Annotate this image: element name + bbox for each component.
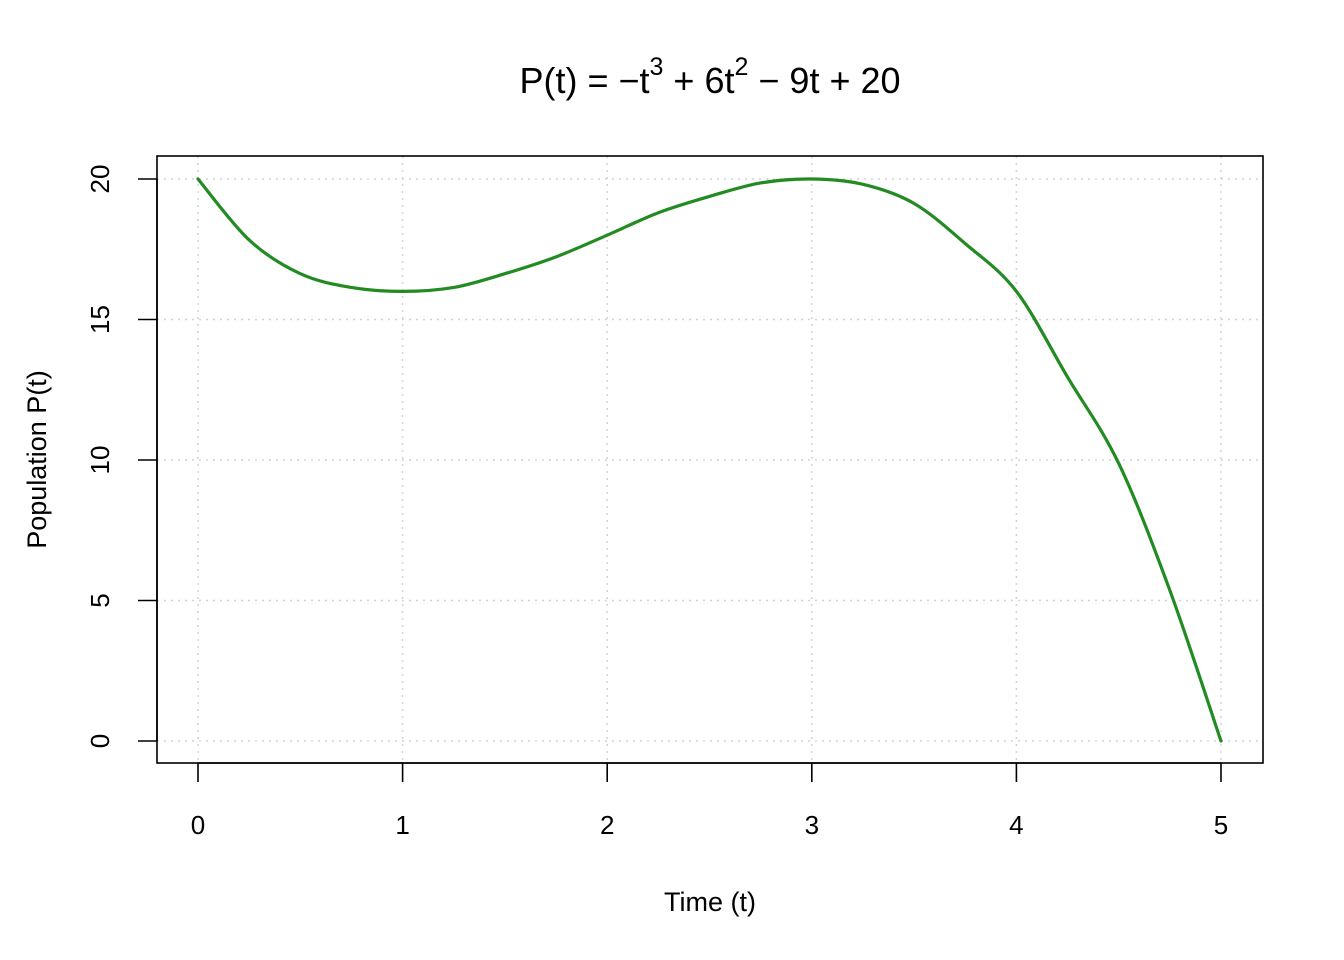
title-part-4: − 9t + 20	[748, 60, 900, 101]
x-tick-label-5: 5	[1214, 810, 1228, 840]
chart-title-text: P(t) = −t3 + 6t2 − 9t + 20	[519, 53, 900, 101]
title-part-2: + 6t	[663, 60, 734, 101]
grid	[157, 156, 1263, 763]
y-tick-label-4: 20	[85, 165, 115, 194]
series-line-0	[196, 177, 1223, 743]
y-tick-label-0: 0	[85, 734, 115, 748]
title-exponent-1: 3	[650, 53, 664, 81]
x-tick-label-1: 1	[395, 810, 409, 840]
x-tick-label-0: 0	[191, 810, 205, 840]
x-tick-label-4: 4	[1009, 810, 1023, 840]
series-group	[196, 177, 1223, 743]
y-axis-title: Population P(t)	[22, 370, 52, 549]
y-tick-label-3: 15	[85, 305, 115, 334]
x-axis-title: Time (t)	[664, 887, 756, 917]
chart-title: P(t) = −t3 + 6t2 − 9t + 20	[519, 53, 900, 101]
x-tick-label-2: 2	[600, 810, 614, 840]
y-axis: 0 5 10 15 20	[85, 165, 158, 748]
title-exponent-3: 2	[734, 53, 748, 81]
y-tick-label-1: 5	[85, 593, 115, 607]
title-part-0: P(t) = −t	[519, 60, 649, 101]
x-tick-label-3: 3	[805, 810, 819, 840]
x-axis: 0 1 2 3 4 5	[191, 762, 1228, 840]
y-tick-label-2: 10	[85, 446, 115, 475]
